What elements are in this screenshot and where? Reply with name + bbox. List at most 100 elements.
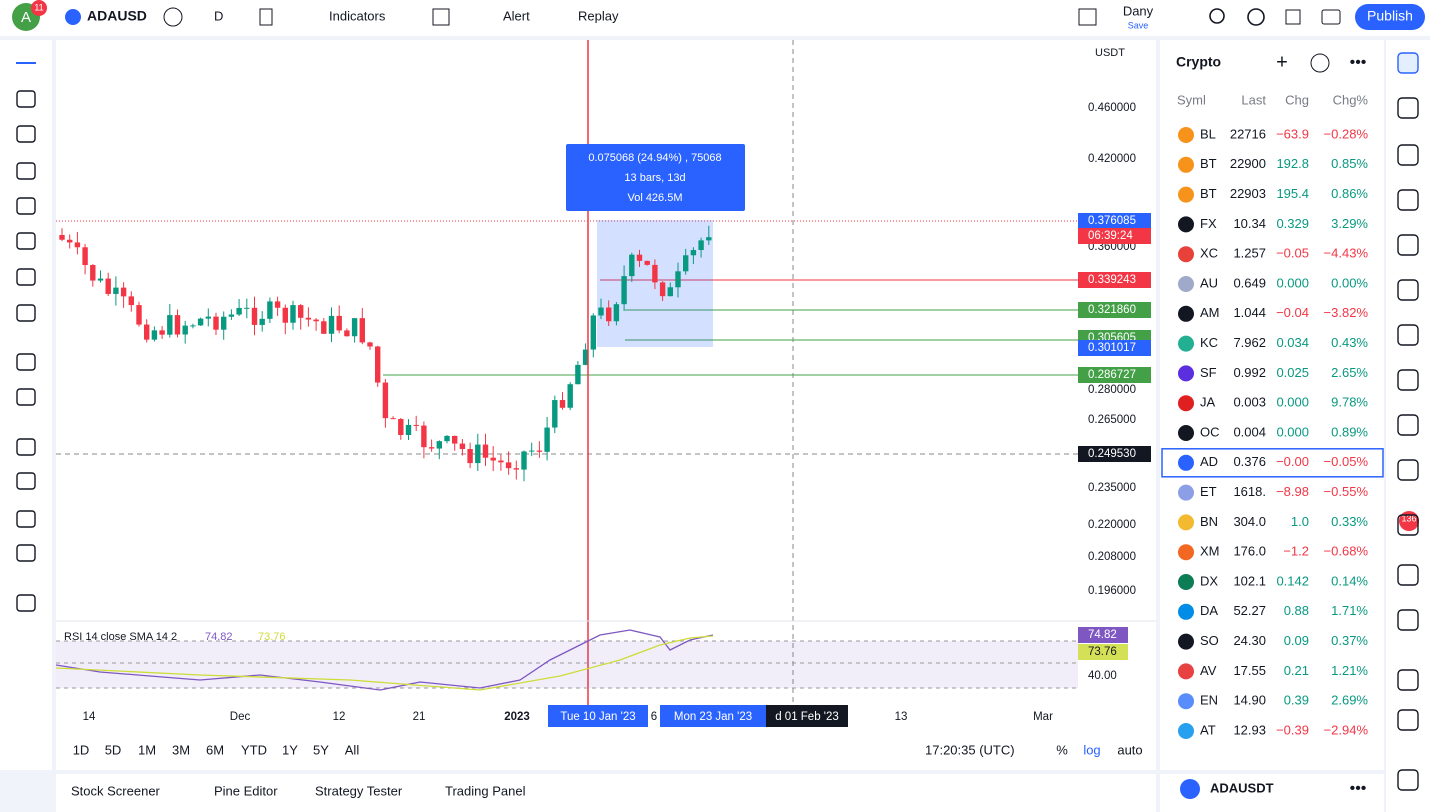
log-toggle[interactable]: log (1083, 742, 1100, 757)
percent-toggle[interactable]: % (1056, 742, 1068, 757)
tool-icon[interactable] (16, 304, 36, 322)
search[interactable] (1209, 8, 1225, 24)
footer-more[interactable]: ••• (1350, 780, 1367, 797)
watchlist-cell[interactable]: EN (1200, 693, 1218, 708)
watchlist-cell[interactable]: KC (1200, 335, 1218, 350)
add-symbol[interactable] (163, 7, 183, 27)
side-icon[interactable] (1397, 709, 1419, 731)
range-button[interactable]: All (345, 742, 360, 757)
layouts[interactable] (432, 8, 450, 26)
watchlist-cell[interactable]: SO (1200, 633, 1219, 648)
footer-symbol[interactable]: ADAUSDT (1210, 780, 1274, 795)
range-button[interactable]: YTD (241, 742, 267, 757)
auto-toggle[interactable]: auto (1117, 742, 1142, 757)
candle-body (521, 451, 527, 470)
coin-icon (1178, 663, 1194, 680)
settings[interactable] (1247, 8, 1265, 26)
watchlist-cell[interactable]: DA (1200, 603, 1218, 618)
side-icon[interactable] (1397, 459, 1419, 481)
side-icon[interactable] (1397, 769, 1419, 791)
symbol[interactable]: ADAUSD (87, 8, 147, 24)
tool-icon[interactable] (16, 594, 36, 612)
range-button[interactable]: 5Y (313, 742, 329, 757)
fullscreen[interactable] (1285, 9, 1301, 25)
watchlist-cell[interactable]: OC (1200, 424, 1220, 439)
range-button[interactable]: 1D (73, 742, 90, 757)
add-icon[interactable]: + (1276, 51, 1288, 73)
coin-icon (1178, 574, 1194, 590)
watchlist-cell[interactable]: AU (1200, 275, 1218, 290)
bottom-tab[interactable]: Strategy Tester (315, 783, 403, 798)
watchlist-cell[interactable]: SF (1200, 365, 1217, 380)
tool-icon[interactable] (16, 162, 36, 180)
price-tag-bg (1078, 213, 1151, 229)
watchlist-cell: 0.39 (1284, 693, 1309, 708)
watchlist-cell[interactable]: XC (1200, 246, 1218, 261)
range-button[interactable]: 1Y (282, 742, 298, 757)
tool-icon[interactable] (16, 90, 36, 108)
indicators[interactable]: Indicators (329, 8, 386, 23)
watchlist-cell: 52.27 (1233, 603, 1266, 618)
candle-body (683, 255, 689, 272)
side-icon[interactable] (1397, 279, 1419, 301)
bottom-tab[interactable]: Pine Editor (214, 783, 278, 798)
side-icon[interactable] (1397, 52, 1419, 74)
publish-button[interactable] (1355, 4, 1425, 30)
side-icon[interactable] (1397, 669, 1419, 691)
save[interactable]: Save (1128, 20, 1149, 30)
side-icon[interactable] (1397, 369, 1419, 391)
watchlist-cell[interactable]: BT (1200, 186, 1217, 201)
tool-icon[interactable] (16, 472, 36, 490)
bottom-tab[interactable]: Trading Panel (445, 783, 526, 798)
snapshot[interactable] (1321, 9, 1341, 25)
side-icon[interactable] (1397, 564, 1419, 586)
watchlist-cell[interactable]: JA (1200, 395, 1216, 410)
watchlist-cell[interactable]: ET (1200, 484, 1217, 499)
currency[interactable]: USDT (1095, 47, 1125, 59)
watchlist-title[interactable]: Crypto (1176, 54, 1221, 70)
tool-icon[interactable] (16, 438, 36, 456)
side-icon[interactable] (1397, 189, 1419, 211)
tool-icon[interactable] (16, 125, 36, 143)
watchlist-cell: 0.85% (1331, 156, 1368, 171)
tool-icon[interactable] (16, 268, 36, 286)
fullscreen-box[interactable] (1078, 8, 1097, 26)
watchlist-cell: −4.43% (1324, 246, 1369, 261)
range-button[interactable]: 5D (105, 742, 122, 757)
side-icon[interactable] (1397, 609, 1419, 631)
tool-icon[interactable] (16, 510, 36, 528)
watchlist-cell[interactable]: AT (1200, 722, 1216, 737)
side-icon[interactable] (1397, 144, 1419, 166)
range-button[interactable]: 3M (172, 742, 190, 757)
range-button[interactable]: 1M (138, 742, 156, 757)
watchlist-cell[interactable]: BT (1200, 156, 1217, 171)
watchlist-cell[interactable]: FX (1200, 216, 1217, 231)
chart-type[interactable] (259, 8, 273, 26)
bottom-tab[interactable]: Stock Screener (71, 783, 161, 798)
tool-icon[interactable] (16, 388, 36, 406)
tool-icon[interactable] (16, 232, 36, 250)
side-icon[interactable] (1397, 414, 1419, 436)
watchlist-cell[interactable]: BL (1200, 126, 1216, 141)
watchlist-cell[interactable]: AM (1200, 305, 1220, 320)
more-icon[interactable]: ••• (1350, 54, 1367, 71)
side-icon[interactable] (1397, 514, 1419, 536)
side-icon[interactable] (1397, 234, 1419, 256)
user[interactable]: Dany (1123, 3, 1154, 18)
side-icon[interactable] (1397, 97, 1419, 119)
candle-body (59, 235, 65, 240)
watchlist-cell[interactable]: AD (1200, 454, 1218, 469)
watchlist-cell[interactable]: XM (1200, 544, 1220, 559)
details-icon[interactable] (1310, 53, 1330, 73)
watchlist-cell[interactable]: BN (1200, 514, 1218, 529)
range-button[interactable]: 6M (206, 742, 224, 757)
watchlist-cell[interactable]: DX (1200, 573, 1218, 588)
interval[interactable]: D (214, 8, 223, 23)
alert[interactable]: Alert (503, 8, 530, 23)
tool-icon[interactable] (16, 353, 36, 371)
replay[interactable]: Replay (578, 8, 619, 23)
side-icon[interactable] (1397, 324, 1419, 346)
tool-icon[interactable] (16, 197, 36, 215)
tool-icon[interactable] (16, 544, 36, 562)
watchlist-cell[interactable]: AV (1200, 663, 1217, 678)
